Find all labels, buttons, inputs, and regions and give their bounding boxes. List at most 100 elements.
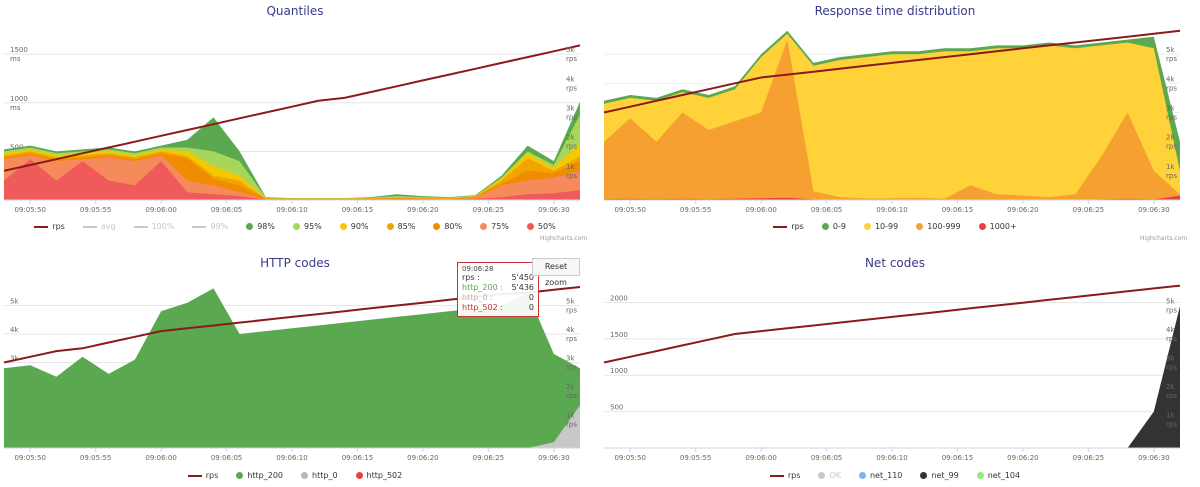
legend-item-75%[interactable]: 75% — [480, 222, 509, 231]
area-series-http_200[interactable] — [4, 288, 580, 448]
legend-symbol — [246, 223, 254, 230]
legend-item-net_104[interactable]: net_104 — [976, 471, 1021, 480]
area-series-100-999[interactable] — [604, 39, 1180, 200]
legend-item-avg[interactable]: avg — [82, 222, 116, 231]
legend-label: avg — [100, 222, 116, 231]
legend-item-95%[interactable]: 95% — [293, 222, 322, 231]
tooltip-value: 5'436 — [511, 283, 534, 292]
y-tick-label: 1500 — [10, 46, 28, 54]
x-tick-label: 09:05:55 — [80, 454, 111, 462]
legend-item-90%[interactable]: 90% — [339, 222, 369, 231]
line-series-rps[interactable] — [3, 44, 581, 172]
tooltip-time: 09:06:28 — [462, 265, 494, 273]
y2-tick-label: 4k — [566, 326, 575, 334]
legend-item-rps[interactable]: rps — [773, 222, 804, 231]
x-tick-label: 09:06:20 — [1007, 454, 1038, 462]
y-tick-label: 1000 — [10, 95, 28, 103]
y2-tick-label: 1k — [566, 163, 575, 171]
legend-label: rps — [205, 471, 219, 480]
x-tick-label: 09:06:30 — [1138, 206, 1169, 214]
plot-area[interactable]: 1k2k3k4k5k1krps2krps3krps4krps5krps09:05… — [0, 252, 590, 487]
y-tick-unit: ms — [10, 55, 21, 63]
x-tick-label: 09:06:00 — [145, 206, 176, 214]
legend-symbol — [339, 223, 347, 230]
chart-title: HTTP codes — [260, 256, 330, 270]
legend-item-10-99[interactable]: 10-99 — [863, 222, 898, 231]
y2-tick-unit: rps — [566, 84, 577, 92]
plot-area[interactable]: 500ms1000ms1500ms1krps2krps3krps4krps5kr… — [0, 0, 590, 243]
legend-symbol — [526, 223, 534, 230]
y-tick-label: 2000 — [610, 294, 628, 302]
line-series-rps[interactable] — [603, 29, 1181, 114]
legend-symbol — [916, 223, 924, 230]
credits[interactable]: Highcharts.com — [540, 235, 588, 242]
credits[interactable]: Highcharts.com — [1140, 235, 1188, 242]
x-tick-label: 09:06:05 — [811, 454, 842, 462]
legend-item-100%[interactable]: 100% — [133, 222, 174, 231]
legend-item-50%[interactable]: 50% — [526, 222, 556, 231]
legend-symbol — [386, 223, 394, 230]
tooltip-label: rps : — [462, 273, 480, 282]
legend-label: 90% — [350, 222, 369, 231]
legend-label: rps — [787, 471, 801, 480]
legend-item-http_0[interactable]: http_0 — [301, 471, 338, 480]
y2-tick-label: 5k — [566, 298, 575, 306]
plot-area[interactable]: 5001000150020001krps2krps3krps4krps5krps… — [600, 252, 1190, 487]
y2-tick-label: 3k — [1166, 355, 1175, 363]
y2-tick-unit: rps — [1166, 55, 1177, 63]
legend-item-rps[interactable]: rps — [769, 471, 801, 480]
area-series-1000+[interactable] — [604, 195, 1180, 200]
legend-item-0-9[interactable]: 0-9 — [821, 222, 846, 231]
x-tick-label: 09:06:30 — [1138, 454, 1169, 462]
area-series-net_99[interactable] — [604, 306, 1180, 448]
legend-label: net_104 — [987, 471, 1021, 480]
legend-symbol — [818, 472, 826, 479]
legend-item-85%[interactable]: 85% — [386, 222, 415, 231]
legend-symbol — [133, 225, 148, 228]
y-tick-unit: ms — [10, 104, 21, 112]
legend-item-net_110[interactable]: net_110 — [858, 471, 902, 480]
y2-tick-unit: rps — [1166, 172, 1177, 180]
legend-item-http_502[interactable]: http_502 — [355, 471, 402, 480]
legend-item-100-999[interactable]: 100-999 — [916, 222, 961, 231]
legend-item-98%[interactable]: 98% — [246, 222, 275, 231]
legend-symbol — [433, 223, 441, 230]
tooltip-row: http_502 : 0 — [462, 303, 534, 313]
x-tick-label: 09:05:55 — [680, 454, 711, 462]
tooltip-row: http_0 : 0 — [462, 293, 534, 303]
y2-tick-label: 1k — [1166, 163, 1175, 171]
y2-tick-label: 3k — [1166, 105, 1175, 113]
x-tick-label: 09:06:15 — [342, 206, 373, 214]
reset-zoom-button[interactable]: Reset zoom — [532, 258, 580, 287]
legend-item-net_99[interactable]: net_99 — [920, 471, 959, 480]
y2-tick-unit: rps — [1166, 421, 1177, 429]
tooltip-row: http_200 : 5'436 — [462, 283, 534, 293]
tooltip-value: 5'450 — [511, 273, 534, 282]
y2-tick-label: 4k — [1166, 326, 1175, 334]
legend-label: 75% — [491, 222, 509, 231]
legend-symbol — [773, 225, 788, 228]
legend-item-1000+[interactable]: 1000+ — [978, 222, 1017, 231]
legend-label: http_200 — [247, 471, 284, 480]
y2-tick-unit: rps — [566, 335, 577, 343]
area-series-50%[interactable] — [4, 159, 580, 200]
legend-symbol — [82, 225, 97, 228]
x-tick-label: 09:06:10 — [276, 454, 307, 462]
legend-item-99%[interactable]: 99% — [192, 222, 228, 231]
legend-label: rps — [791, 222, 804, 231]
legend: rps 0-9 10-99 100-999 1000+ — [600, 222, 1190, 231]
y2-tick-label: 1k — [1166, 412, 1175, 420]
legend-item-OK[interactable]: OK — [818, 471, 841, 480]
y2-tick-label: 2k — [1166, 383, 1175, 391]
x-tick-label: 09:06:00 — [145, 454, 176, 462]
legend-item-80%[interactable]: 80% — [433, 222, 462, 231]
line-series-rps[interactable] — [603, 284, 1181, 364]
y2-tick-label: 2k — [566, 383, 575, 391]
legend-item-http_200[interactable]: http_200 — [236, 471, 283, 480]
legend-symbol — [301, 472, 309, 479]
x-tick-label: 09:06:10 — [276, 206, 307, 214]
legend-item-rps[interactable]: rps — [187, 471, 219, 480]
legend-label: rps — [52, 222, 65, 231]
legend-item-rps[interactable]: rps — [34, 222, 65, 231]
